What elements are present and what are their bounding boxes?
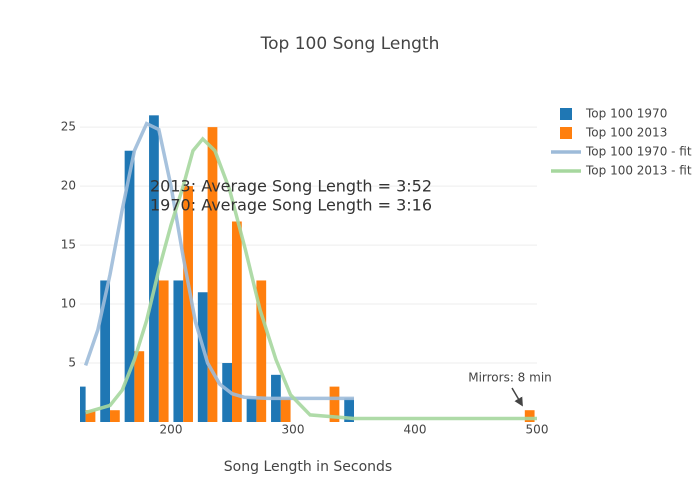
legend-label: Top 100 2013 (585, 126, 667, 140)
bar (100, 280, 111, 422)
fit-line (85, 136, 537, 421)
bar (207, 127, 218, 422)
x-tick-label: 200 (160, 423, 183, 437)
x-tick-label: 300 (282, 423, 305, 437)
bar (280, 398, 291, 422)
bar (232, 221, 242, 422)
y-tick-label: 5 (68, 356, 76, 370)
legend-swatch (560, 108, 572, 120)
bar (256, 280, 267, 422)
annotation: 1970: Average Song Length = 3:16 (150, 196, 432, 215)
annotation: Mirrors: 8 min (468, 371, 552, 385)
bar (524, 410, 535, 422)
legend-label: Top 100 1970 (585, 107, 667, 121)
fits (83, 121, 537, 421)
y-tick-label: 20 (61, 179, 76, 193)
bars (80, 115, 535, 422)
bar (124, 150, 135, 422)
x-tick-label: 500 (526, 423, 549, 437)
annotation: 2013: Average Song Length = 3:52 (150, 177, 432, 196)
x-tick-label: 400 (404, 423, 427, 437)
fit-line (83, 121, 355, 401)
bar (149, 115, 159, 422)
grid (80, 126, 537, 364)
x-axis-label: Song Length in Seconds (224, 459, 392, 475)
bar (80, 386, 86, 422)
chart-title: Top 100 Song Length (260, 34, 440, 54)
bar (85, 410, 96, 422)
bar (110, 410, 120, 422)
bar (222, 363, 233, 422)
bar (329, 386, 340, 422)
bar (173, 280, 184, 422)
annotation-arrow (511, 387, 523, 407)
legend: Top 100 1970 Top 100 2013 Top 100 1970 - f… (551, 107, 692, 178)
y-tick-label: 15 (61, 238, 76, 252)
legend-swatch (560, 127, 572, 139)
bar (183, 186, 193, 422)
bar (134, 351, 145, 422)
legend-label: Top 100 1970 - fit (585, 145, 692, 159)
bar (246, 398, 257, 422)
legend-label: Top 100 2013 - fit (585, 164, 692, 178)
y-tick-label: 10 (61, 297, 76, 311)
bar (158, 280, 169, 422)
y-tick-label: 25 (61, 120, 76, 134)
bar (197, 292, 208, 422)
bar (344, 398, 355, 422)
